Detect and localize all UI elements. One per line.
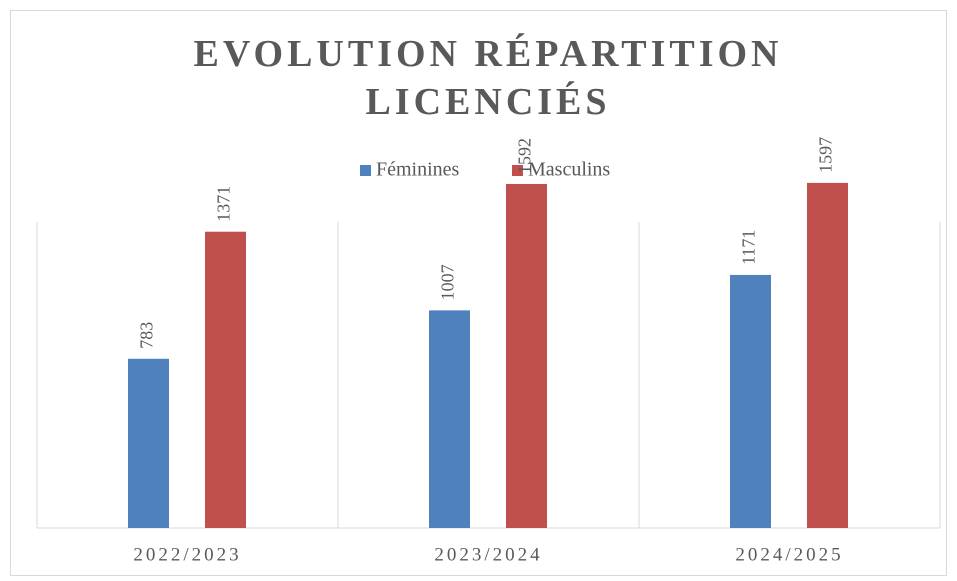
data-label: 783 bbox=[137, 322, 157, 349]
bar bbox=[205, 231, 246, 528]
legend-swatch bbox=[360, 165, 371, 176]
legend-label: Masculins bbox=[528, 159, 610, 181]
data-label: 1592 bbox=[515, 138, 535, 174]
chart-title: EVOLUTION RÉPARTITION LICENCIÉS bbox=[193, 33, 783, 123]
bar bbox=[506, 183, 547, 528]
bar bbox=[128, 358, 169, 528]
data-label: 1597 bbox=[816, 137, 836, 173]
data-label: 1371 bbox=[214, 186, 234, 222]
data-label: 1007 bbox=[438, 264, 458, 300]
bar bbox=[730, 274, 771, 528]
data-label: 1171 bbox=[739, 230, 759, 265]
legend-label: Féminines bbox=[376, 159, 460, 181]
x-tick-label: 2024/2025 bbox=[735, 544, 843, 565]
bar bbox=[807, 182, 848, 529]
x-tick-label: 2022/2023 bbox=[133, 544, 241, 565]
bar bbox=[429, 310, 470, 528]
x-tick-label: 2023/2024 bbox=[434, 544, 542, 565]
legend-swatch bbox=[512, 165, 523, 176]
